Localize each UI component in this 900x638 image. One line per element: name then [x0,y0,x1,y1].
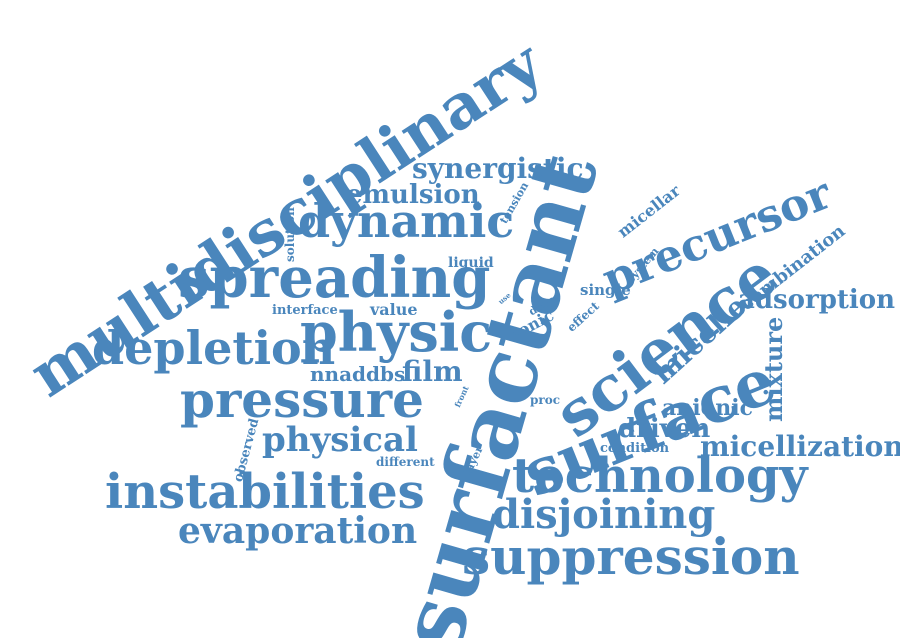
word: proc [530,393,561,407]
word: pressure [180,370,424,429]
word: single [580,281,631,299]
word: micellization [700,430,900,463]
word: nnaddbs [310,362,406,386]
word: evaporation [178,510,418,552]
word: interface [272,303,338,318]
word: dynamic [298,194,515,248]
word: value [370,300,418,319]
word: physical [262,420,418,460]
word: emulsion [346,180,480,210]
word: instabilities [105,464,425,520]
word: technology [512,448,808,504]
word: driven [618,414,711,444]
word: disjoining [492,491,716,538]
word: depletion [92,321,336,375]
word: liquid [448,255,494,271]
word: physic [300,300,493,364]
word: solution [283,207,297,262]
word: adsorption [738,285,896,315]
word: anionic [662,395,754,421]
word: film [402,355,463,388]
word: suppression [462,527,800,586]
word: different [376,455,435,469]
word: spreading [178,245,491,311]
word: mixture [759,316,788,422]
word: synergistic [412,152,584,185]
word: condition [600,441,670,456]
